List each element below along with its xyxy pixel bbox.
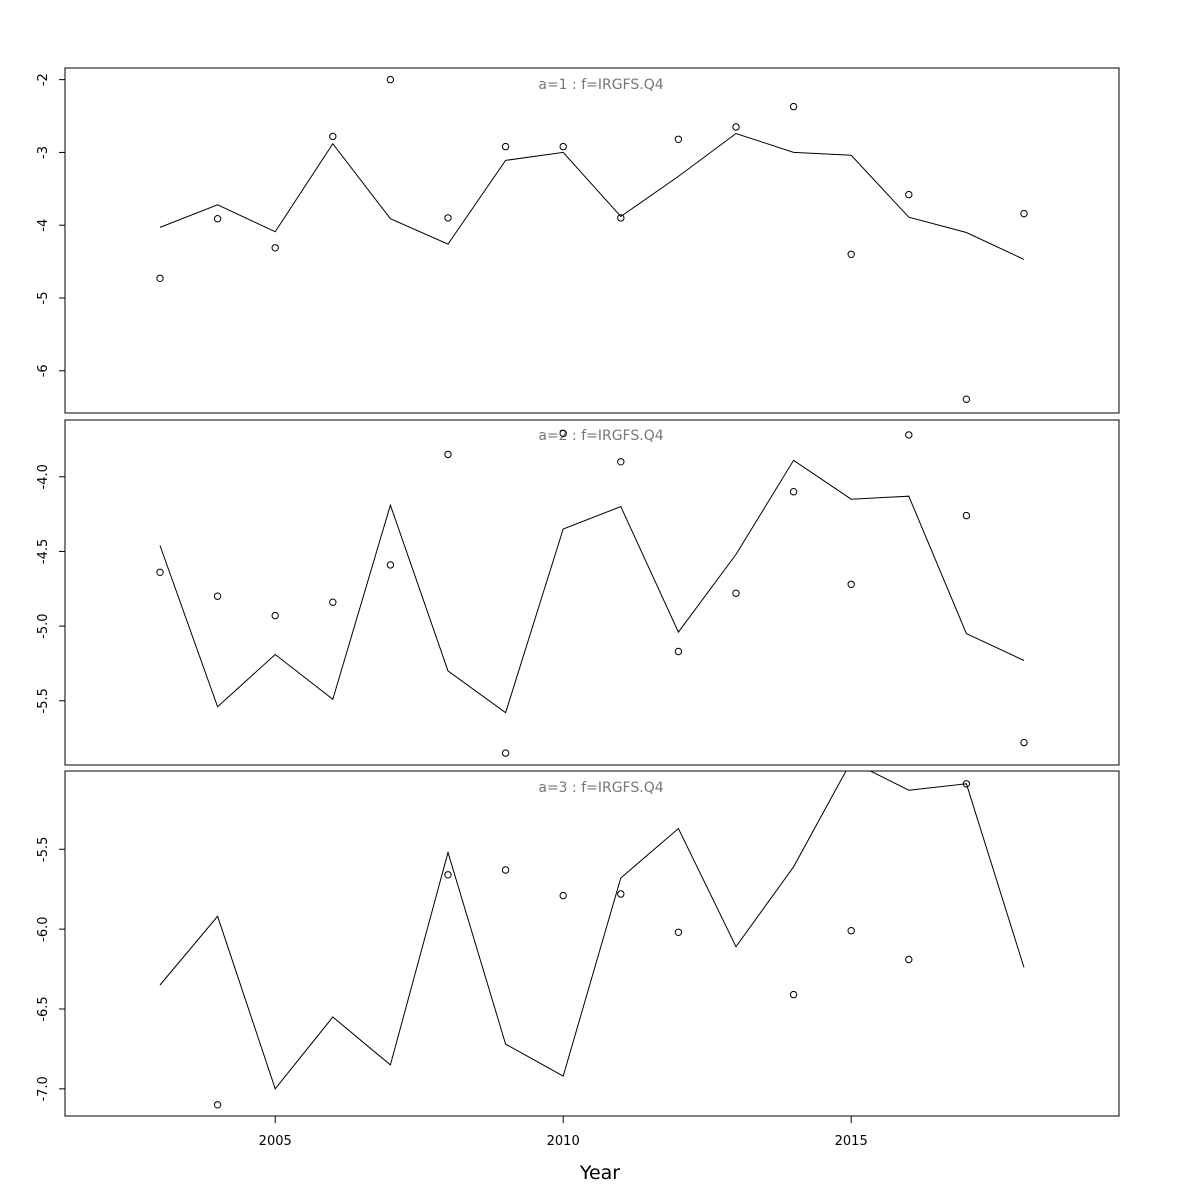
observed-point [617, 890, 625, 898]
observed-point [329, 598, 337, 606]
observed-point [1020, 209, 1028, 218]
x-tick-label: 2005 [259, 1134, 292, 1149]
observed-point [905, 955, 913, 964]
y-tick-label: -5.5 [36, 837, 51, 862]
observed-point [444, 450, 452, 459]
fitted-line [159, 132, 1025, 260]
observed-point [213, 215, 222, 223]
y-tick-label: -6.0 [36, 916, 51, 941]
observed-point [674, 928, 683, 936]
observed-point [732, 589, 740, 597]
panel-1-title: a=1 : f=IRGFS.Q4 [538, 77, 663, 93]
observed-point [789, 102, 798, 111]
y-tick-label: -5.5 [36, 688, 51, 713]
observed-point [501, 749, 510, 757]
x-tick-label: 2010 [547, 1134, 580, 1149]
panel-3-y-axis: -5.5 -6.0 -6.5 -7.0 [36, 837, 65, 1102]
fitted-line [159, 771, 1025, 1090]
y-tick-label: -7.0 [36, 1076, 51, 1101]
observed-point [1020, 738, 1028, 747]
panel-3-title: a=3 : f=IRGFS.Q4 [538, 780, 663, 796]
observed-point [386, 75, 395, 84]
observed-point [444, 871, 452, 879]
y-tick-label: -6.5 [36, 996, 51, 1021]
observed-point [962, 395, 971, 403]
panel-1-frame [64, 67, 1120, 414]
observed-point [156, 568, 164, 576]
observed-point [847, 927, 855, 935]
observed-point [501, 866, 510, 874]
y-tick-label: -6 [36, 364, 51, 377]
observed-point [962, 780, 971, 788]
y-tick-label: -5 [36, 292, 51, 305]
observed-point [962, 511, 971, 520]
panel-2: a=2 : f=IRGFS.Q4 -4.0 -4.5 -5.0 -5.5 [36, 419, 1120, 766]
observed-point [213, 1101, 222, 1109]
observed-point [559, 429, 567, 438]
observed-point [386, 561, 395, 569]
observed-point [905, 431, 913, 439]
observed-point [789, 990, 798, 999]
y-tick-label: -2 [36, 73, 51, 86]
observed-point [329, 132, 337, 141]
observed-point [847, 250, 855, 259]
panel-1: a=1 : f=IRGFS.Q4 -2 -3 -4 -5 -6 [36, 67, 1120, 414]
panel-1-y-axis: -2 -3 -4 -5 -6 [36, 73, 65, 377]
observed-point [847, 580, 855, 588]
panel-2-y-axis: -4.0 -4.5 -5.0 -5.5 [36, 464, 65, 713]
y-tick-label: -4 [36, 219, 51, 232]
observed-point [559, 142, 567, 151]
y-tick-label: -4.0 [36, 464, 51, 489]
panel-3-series [159, 771, 1025, 1109]
observed-point [789, 488, 798, 496]
observed-point [905, 190, 913, 199]
observed-point [271, 244, 279, 252]
panel-3: a=3 : f=IRGFS.Q4 -5.5 -6.0 -6.5 -7.0 [36, 770, 1120, 1117]
fitted-line [159, 459, 1025, 714]
observed-point [617, 214, 625, 222]
observed-point [501, 142, 510, 151]
x-axis-label: Year [579, 1162, 620, 1184]
observed-point [559, 891, 567, 900]
panel-2-title: a=2 : f=IRGFS.Q4 [538, 428, 663, 444]
panel-2-frame [64, 419, 1120, 766]
observed-point [444, 214, 452, 222]
y-tick-label: -4.5 [36, 539, 51, 564]
observed-point [732, 123, 740, 131]
panel-3-frame [64, 770, 1120, 1117]
panel-1-series [156, 75, 1028, 403]
panel-2-series [156, 429, 1028, 757]
observed-point [617, 458, 625, 466]
observed-point [213, 592, 222, 600]
observed-point [271, 611, 279, 620]
observed-point [156, 274, 164, 282]
observed-point [674, 135, 683, 144]
y-tick-label: -5.0 [36, 613, 51, 638]
x-tick-label: 2015 [835, 1134, 868, 1149]
observed-point [674, 647, 683, 656]
x-axis: 2005 2010 2015 [259, 1115, 868, 1149]
y-tick-label: -3 [36, 146, 51, 159]
